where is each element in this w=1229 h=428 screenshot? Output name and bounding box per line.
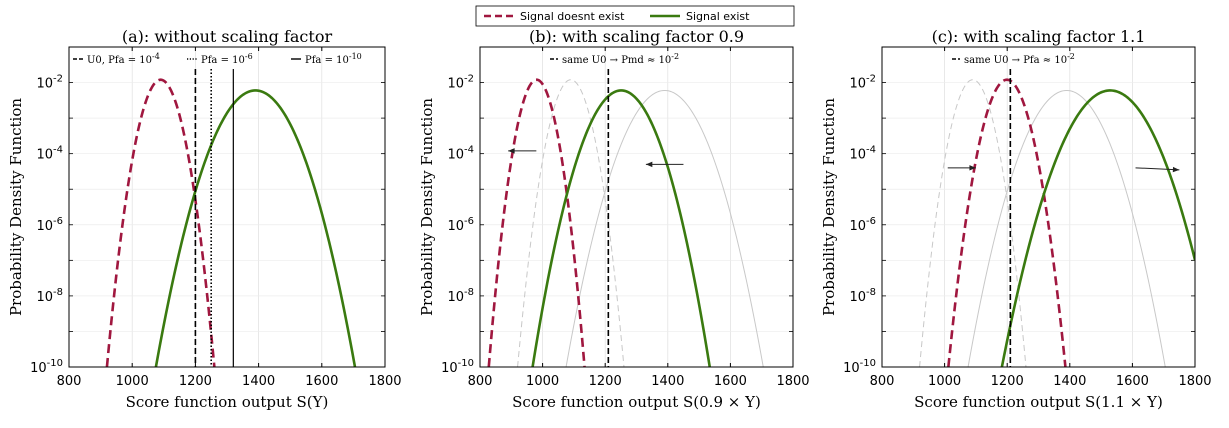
signal-exist-line bbox=[531, 89, 712, 367]
x-tick-label: 1000 bbox=[928, 374, 961, 389]
x-axis-label: Score function output S(0.9 × Y) bbox=[512, 393, 761, 411]
y-tick-label: 10-10 bbox=[30, 358, 63, 376]
x-tick-label: 800 bbox=[468, 374, 493, 389]
reference-series-line bbox=[919, 79, 1027, 367]
y-tick-label: 10-6 bbox=[447, 216, 474, 234]
x-tick-label: 1400 bbox=[651, 374, 684, 389]
threshold-legend-label: same U0 → Pmd ≈ 10-2 bbox=[562, 52, 679, 66]
legend-box bbox=[475, 5, 795, 27]
series-group bbox=[919, 78, 1195, 367]
y-tick-label: 10-10 bbox=[843, 358, 876, 376]
shift-arrow bbox=[1135, 167, 1180, 171]
x-tick-label: 1800 bbox=[368, 374, 401, 389]
signal-exist-line bbox=[154, 89, 357, 367]
shift-arrow-head bbox=[645, 161, 653, 168]
y-tick-label: 10-2 bbox=[849, 74, 876, 92]
x-tick-label: 800 bbox=[870, 374, 895, 389]
y-tick-label: 10-8 bbox=[36, 287, 63, 305]
x-tick-label: 1000 bbox=[526, 374, 559, 389]
signal-doesnt-exist-line bbox=[487, 78, 586, 367]
y-axis-label: Probability Density Function bbox=[418, 98, 436, 316]
series-group bbox=[487, 78, 764, 367]
signal-exist-line bbox=[1000, 89, 1195, 367]
y-tick-label: 10-4 bbox=[36, 145, 63, 163]
shift-arrow-head bbox=[969, 165, 976, 171]
threshold-legend-label: Pfa = 10-10 bbox=[305, 52, 362, 66]
x-tick-label: 800 bbox=[57, 374, 82, 389]
y-axis-label: Probability Density Function bbox=[820, 98, 838, 316]
x-tick-label: 1200 bbox=[991, 374, 1024, 389]
axes-box bbox=[881, 46, 1196, 368]
y-tick-label: 10-4 bbox=[447, 145, 474, 163]
reference-series-line bbox=[517, 79, 625, 367]
x-tick-label: 1200 bbox=[589, 374, 622, 389]
x-tick-label: 1200 bbox=[179, 374, 212, 389]
threshold-legend-label: U0, Pfa = 10-4 bbox=[87, 52, 160, 66]
x-tick-label: 1400 bbox=[242, 374, 275, 389]
chart-title: (b): with scaling factor 0.9 bbox=[529, 27, 744, 46]
chart-title: (c): with scaling factor 1.1 bbox=[932, 27, 1146, 46]
y-tick-label: 10-6 bbox=[36, 216, 63, 234]
y-tick-label: 10-6 bbox=[849, 216, 876, 234]
legend-label: Signal doesnt exist bbox=[520, 10, 625, 23]
x-axis-label: Score function output S(Y) bbox=[126, 393, 329, 411]
chart-panel-2: same U0 → Pmd ≈ 10-2 800 1000 1200 1400 1600 1… bbox=[418, 27, 810, 411]
y-tick-label: 10-8 bbox=[849, 287, 876, 305]
y-tick-label: 10-2 bbox=[447, 74, 474, 92]
threshold-legend-label: same U0 → Pfa ≈ 10-2 bbox=[964, 52, 1075, 66]
signal-doesnt-exist-line bbox=[947, 78, 1067, 367]
y-tick-label: 10-2 bbox=[36, 74, 63, 92]
shift-arrow-head bbox=[508, 148, 515, 154]
series-group bbox=[105, 78, 357, 367]
x-tick-label: 1600 bbox=[714, 374, 747, 389]
legend-label: Signal exist bbox=[686, 10, 750, 23]
axes-box bbox=[479, 46, 794, 368]
y-tick-label: 10-10 bbox=[441, 358, 474, 376]
y-tick-label: 10-4 bbox=[849, 145, 876, 163]
signal-doesnt-exist-line bbox=[105, 78, 216, 367]
reference-series-line bbox=[967, 89, 1166, 367]
x-tick-label: 1800 bbox=[776, 374, 809, 389]
x-tick-label: 1600 bbox=[1116, 374, 1149, 389]
x-tick-label: 1800 bbox=[1178, 374, 1211, 389]
x-axis-label: Score function output S(1.1 × Y) bbox=[914, 393, 1163, 411]
legend: Signal doesnt exist Signal exist bbox=[475, 5, 795, 27]
axes-box bbox=[68, 46, 386, 368]
x-tick-label: 1600 bbox=[305, 374, 338, 389]
chart-panel-3: same U0 → Pfa ≈ 10-2 800 1000 1200 1400 1600 1… bbox=[820, 27, 1212, 411]
threshold-legend-label: Pfa = 10-6 bbox=[201, 52, 253, 66]
x-tick-label: 1400 bbox=[1053, 374, 1086, 389]
y-axis-label: Probability Density Function bbox=[7, 98, 25, 316]
x-tick-label: 1000 bbox=[116, 374, 149, 389]
shift-arrow-head bbox=[1172, 166, 1180, 173]
chart-title: (a): without scaling factor bbox=[122, 27, 333, 46]
y-tick-label: 10-8 bbox=[447, 287, 474, 305]
reference-series-line bbox=[565, 89, 764, 367]
